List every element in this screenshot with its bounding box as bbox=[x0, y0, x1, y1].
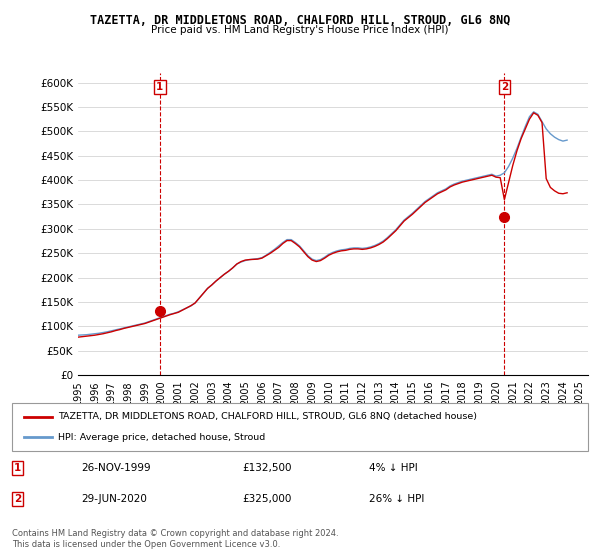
Text: 1: 1 bbox=[157, 82, 164, 92]
Text: Price paid vs. HM Land Registry's House Price Index (HPI): Price paid vs. HM Land Registry's House … bbox=[151, 25, 449, 35]
Text: 26% ↓ HPI: 26% ↓ HPI bbox=[369, 494, 424, 504]
Text: 2: 2 bbox=[501, 82, 508, 92]
Text: 29-JUN-2020: 29-JUN-2020 bbox=[81, 494, 147, 504]
Text: 1: 1 bbox=[14, 463, 22, 473]
Text: HPI: Average price, detached house, Stroud: HPI: Average price, detached house, Stro… bbox=[58, 433, 265, 442]
Text: 26-NOV-1999: 26-NOV-1999 bbox=[81, 463, 151, 473]
Text: TAZETTA, DR MIDDLETONS ROAD, CHALFORD HILL, STROUD, GL6 8NQ: TAZETTA, DR MIDDLETONS ROAD, CHALFORD HI… bbox=[90, 14, 510, 27]
FancyBboxPatch shape bbox=[12, 403, 588, 451]
Text: £132,500: £132,500 bbox=[242, 463, 292, 473]
Text: £325,000: £325,000 bbox=[242, 494, 292, 504]
Text: TAZETTA, DR MIDDLETONS ROAD, CHALFORD HILL, STROUD, GL6 8NQ (detached house): TAZETTA, DR MIDDLETONS ROAD, CHALFORD HI… bbox=[58, 412, 477, 421]
Text: 2: 2 bbox=[14, 494, 22, 504]
Text: 4% ↓ HPI: 4% ↓ HPI bbox=[369, 463, 418, 473]
Text: Contains HM Land Registry data © Crown copyright and database right 2024.
This d: Contains HM Land Registry data © Crown c… bbox=[12, 529, 338, 549]
